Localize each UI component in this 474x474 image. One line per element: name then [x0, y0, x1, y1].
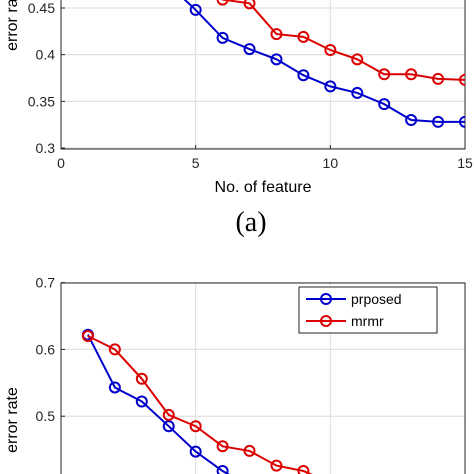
- y-tick-label: 0.6: [36, 341, 56, 357]
- data-point-a-1: [351, 53, 364, 66]
- data-point-b-0: [162, 420, 175, 433]
- legend-marker-prposed: [320, 293, 332, 305]
- x-tick-label: 5: [192, 155, 200, 171]
- data-point-a-0: [378, 98, 391, 111]
- data-point-b-1: [216, 440, 229, 453]
- data-point-b-1: [297, 464, 310, 474]
- data-point-b-0: [189, 445, 202, 458]
- data-point-b-1: [162, 408, 175, 421]
- data-point-b-1: [189, 420, 202, 433]
- data-point-a-0: [243, 43, 256, 56]
- data-point-a-1: [432, 72, 445, 85]
- data-point-b-1: [270, 459, 283, 472]
- grid-a: [61, 0, 465, 149]
- legend-label-mrmr: mrmr: [351, 313, 384, 329]
- data-point-a-0: [324, 80, 337, 93]
- data-point-a-1: [324, 44, 337, 57]
- data-point-a-1: [270, 28, 283, 41]
- data-point-b-1: [81, 330, 94, 343]
- data-point-b-0: [108, 381, 121, 394]
- series-line-b-1: [87, 335, 313, 474]
- y-tick-labels-a: 0.3 0.35 0.4 0.45: [28, 0, 65, 156]
- y-tick-label: 0.45: [28, 0, 55, 16]
- y-tick-label: 0.7: [36, 275, 56, 291]
- x-tick-label: 10: [323, 155, 339, 171]
- data-point-b-1: [135, 372, 148, 385]
- y-axis-label-a: error rate: [4, 0, 21, 51]
- legend-label-prposed: prposed: [351, 291, 402, 307]
- data-point-a-1: [378, 68, 391, 81]
- series-group-a: [183, 0, 465, 128]
- data-point-a-0: [405, 114, 418, 127]
- data-point-a-1: [297, 30, 310, 43]
- data-point-a-0: [459, 115, 465, 128]
- legend-b: prposed mrmr: [298, 286, 438, 334]
- panel-caption-a: (a): [235, 207, 266, 238]
- data-point-a-0: [297, 69, 310, 82]
- data-point-b-1: [243, 444, 256, 457]
- y-tick-labels-b: 0.5 0.6 0.7: [36, 275, 65, 424]
- data-point-a-0: [270, 53, 283, 66]
- chart-panel-a: 0 5 10 15 0.3 0.35 0.4 0.45 No. of feature err…: [4, 0, 473, 238]
- data-point-a-0: [351, 86, 364, 99]
- y-tick-label: 0.35: [28, 93, 55, 109]
- data-point-a-1: [459, 73, 465, 86]
- data-point-a-1: [243, 0, 256, 10]
- data-point-a-1: [405, 68, 418, 81]
- series-line-b-0: [87, 334, 230, 474]
- data-point-a-0: [216, 31, 229, 44]
- series-group-b: [81, 328, 313, 474]
- x-axis-label-a: No. of feature: [215, 179, 312, 196]
- data-point-a-0: [432, 115, 445, 128]
- axes-box-a: [60, 0, 466, 150]
- x-tick-label: 15: [457, 155, 473, 171]
- series-line-a-0: [183, 0, 465, 123]
- y-tick-label: 0.5: [36, 408, 56, 424]
- data-point-b-1: [108, 343, 121, 356]
- y-axis-label-b: error rate: [4, 387, 21, 453]
- y-tick-label: 0.4: [36, 47, 56, 63]
- data-point-a-1: [216, 0, 229, 6]
- x-tick-label: 0: [57, 155, 65, 171]
- data-point-b-0: [135, 395, 148, 408]
- chart-panel-b: 0.5 0.6 0.7 error rate prposed mrmr: [4, 275, 466, 474]
- y-tick-label: 0.3: [36, 140, 56, 156]
- data-point-a-0: [189, 3, 202, 16]
- legend-marker-mrmr: [320, 315, 332, 327]
- series-line-a-1: [221, 0, 465, 81]
- data-point-b-0: [216, 464, 229, 474]
- x-tick-labels-a: 0 5 10 15: [57, 145, 473, 171]
- axes-box-b: [60, 282, 466, 474]
